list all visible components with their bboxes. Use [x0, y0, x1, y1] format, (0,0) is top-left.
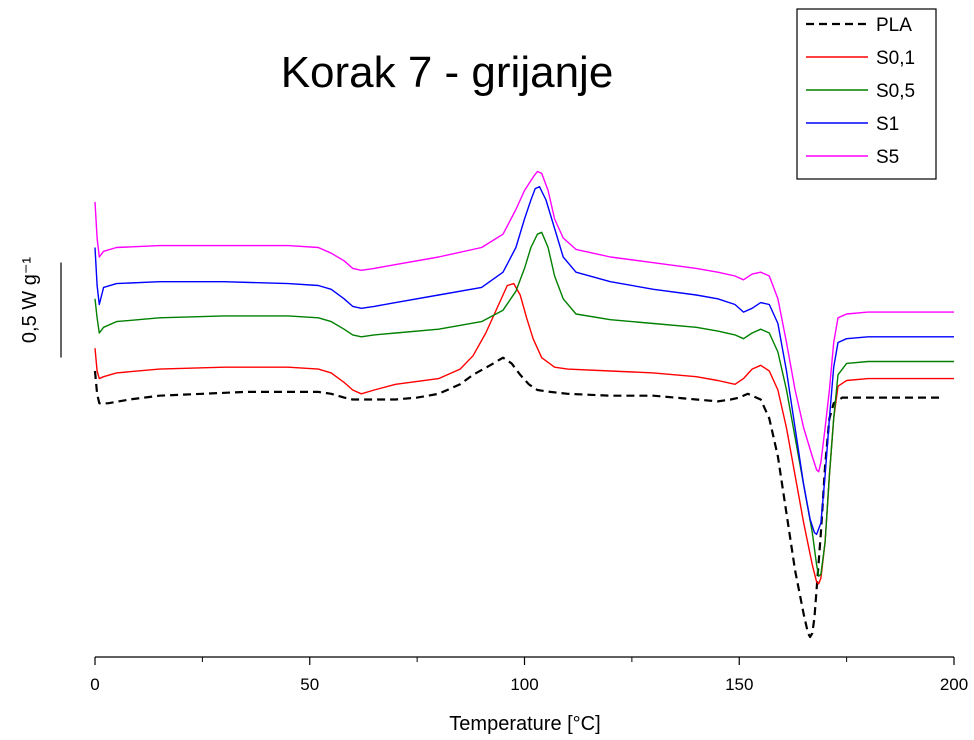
legend-box [796, 8, 937, 180]
x-ticks: 0 50 100 150 200 [90, 657, 968, 694]
legend-label: S1 [876, 114, 899, 135]
x-axis: 0 50 100 150 200 Temperature [°C] [90, 656, 968, 735]
legend-label: S5 [876, 147, 899, 168]
series-line-0 [93, 356, 942, 639]
scale-bar: 0,5 W g⁻¹ [19, 257, 62, 358]
series-line-3 [94, 185, 954, 536]
series-line-4 [94, 170, 954, 473]
x-tick-label: 200 [940, 675, 968, 694]
legend: PLA S0,1 S0,5 S1 S5 [796, 8, 937, 180]
series-line-2 [94, 231, 954, 577]
x-axis-title: Temperature [°C] [449, 713, 600, 735]
legend-label: PLA [876, 15, 912, 36]
series-line-1 [94, 282, 954, 585]
legend-label: S0,1 [876, 48, 915, 69]
x-tick-label: 100 [510, 675, 538, 694]
x-tick-label: 150 [725, 675, 753, 694]
legend-label: S0,5 [876, 81, 915, 102]
x-tick-label: 50 [300, 675, 319, 694]
plot-area [93, 170, 954, 639]
scale-bar-label: 0,5 W g⁻¹ [19, 257, 41, 343]
chart-title: Korak 7 - grijanje [281, 48, 614, 97]
x-tick-label: 0 [90, 675, 99, 694]
